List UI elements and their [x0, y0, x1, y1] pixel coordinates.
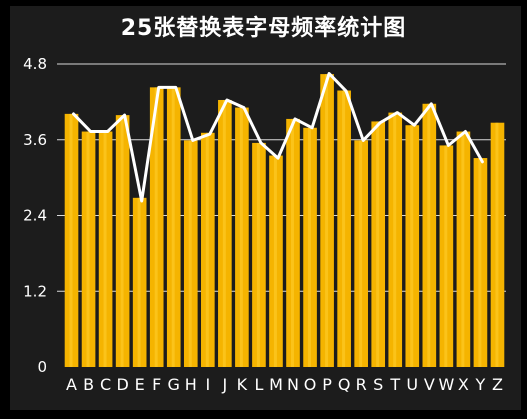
x-tick-label: N [287, 375, 299, 394]
x-tick-label: D [116, 375, 128, 394]
bar-highlight [239, 107, 243, 368]
y-tick-label: 4.8 [23, 55, 47, 73]
bar-highlight [137, 197, 141, 367]
x-tick-label: C [100, 375, 111, 394]
x-tick-label: W [438, 375, 454, 394]
x-tick-label: H [185, 375, 197, 394]
x-tick-label: J [222, 375, 228, 394]
bar-highlight [376, 121, 380, 367]
y-axis-ticks: 0 1.2 2.4 3.6 4.8 [23, 55, 47, 376]
x-tick-label: S [373, 375, 383, 394]
x-tick-label: X [458, 375, 469, 394]
bar-highlight [359, 140, 363, 367]
chart-title: 25张替换表字母频率统计图 [120, 16, 407, 41]
bar-highlight [290, 118, 294, 367]
bar-highlight [325, 74, 329, 367]
x-tick-label: U [406, 375, 418, 394]
x-tick-label: E [135, 375, 145, 394]
bar-highlight [171, 87, 175, 367]
bar-highlight [342, 90, 346, 367]
bar-highlight [86, 131, 90, 367]
line-series [72, 72, 484, 203]
x-tick-label: T [389, 375, 400, 394]
x-tick-label: Z [492, 375, 503, 394]
x-tick-label: R [356, 375, 367, 394]
bar-highlight [461, 131, 465, 367]
x-tick-label: B [83, 375, 94, 394]
bar-highlight [188, 140, 192, 367]
series-line [72, 72, 484, 203]
bar-highlight [69, 113, 73, 368]
x-tick-label: V [424, 375, 435, 394]
bar-highlight [495, 122, 499, 367]
y-tick-label: 0 [37, 358, 47, 376]
x-tick-label: A [66, 375, 77, 394]
bar-highlight [120, 115, 124, 367]
bar-series [64, 74, 505, 368]
x-tick-label: Y [475, 375, 486, 394]
y-tick-label: 3.6 [23, 131, 47, 149]
x-tick-label: G [168, 375, 180, 394]
bar-highlight [308, 127, 312, 367]
bar-highlight [410, 125, 414, 367]
bar-highlight [222, 99, 226, 367]
y-tick-label: 2.4 [23, 207, 47, 225]
bar-highlight [427, 103, 431, 368]
x-tick-label: P [322, 375, 332, 394]
bar-highlight [444, 145, 448, 367]
bar-highlight [103, 131, 107, 367]
x-tick-label: L [254, 375, 263, 394]
bar-highlight [478, 158, 482, 367]
bar-highlight [154, 87, 158, 367]
x-tick-label: O [304, 375, 317, 394]
x-tick-label: Q [338, 375, 351, 394]
x-tick-label: M [269, 375, 283, 394]
bar-highlight [205, 132, 209, 367]
bar-highlight [273, 155, 277, 367]
bar-highlight [256, 142, 260, 367]
y-tick-label: 1.2 [23, 282, 47, 300]
x-tick-label: K [237, 375, 248, 394]
bar-highlight [393, 112, 397, 367]
x-tick-label: I [205, 375, 210, 394]
x-tick-label: F [152, 375, 161, 394]
